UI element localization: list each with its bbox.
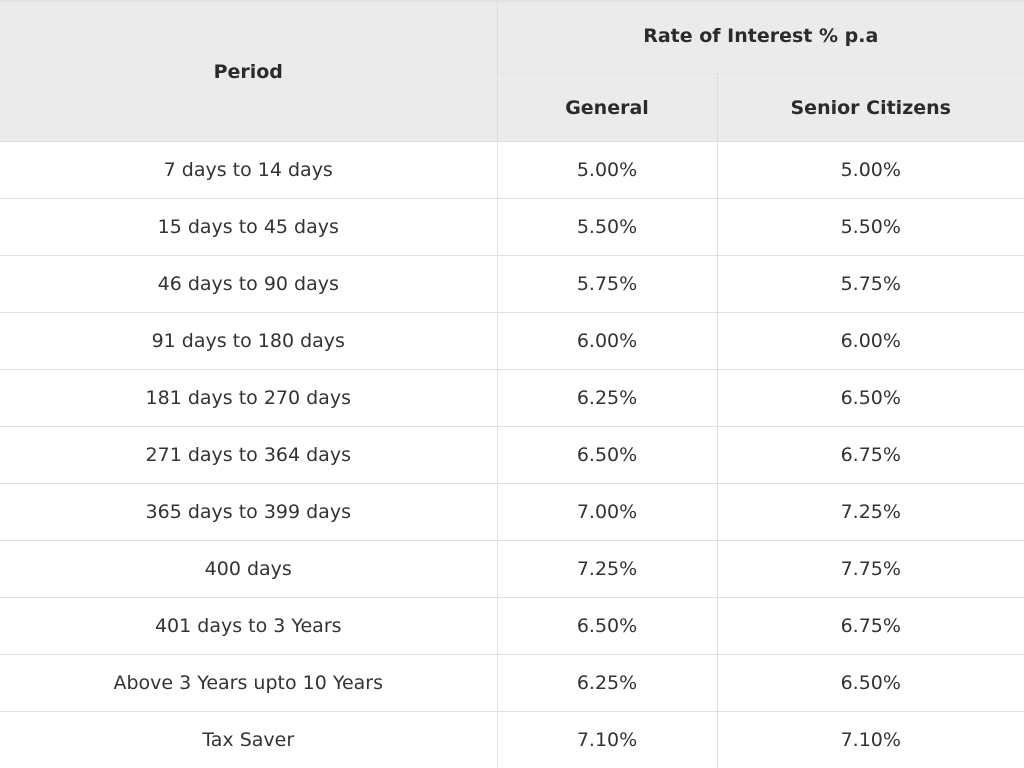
table-row: Tax Saver 7.10% 7.10%	[0, 711, 1024, 768]
senior-rate-cell: 6.75%	[717, 426, 1024, 484]
period-cell: Above 3 Years upto 10 Years	[0, 654, 498, 712]
top-border	[0, 0, 1024, 2]
table-row: 46 days to 90 days 5.75% 5.75%	[0, 255, 1024, 313]
table-row: Above 3 Years upto 10 Years 6.25% 6.50%	[0, 654, 1024, 712]
senior-rate-cell: 6.50%	[717, 654, 1024, 712]
senior-rate-cell: 7.10%	[717, 711, 1024, 768]
header-row-top: Period Rate of Interest % p.a	[0, 2, 1024, 142]
senior-rate-cell: 6.75%	[717, 597, 1024, 655]
table-row: 91 days to 180 days 6.00% 6.00%	[0, 312, 1024, 370]
table-row: 7 days to 14 days 5.00% 5.00%	[0, 141, 1024, 199]
general-rate-cell: 6.00%	[497, 312, 718, 370]
period-cell: 181 days to 270 days	[0, 369, 498, 427]
rate-of-interest-header: Rate of Interest % p.a	[497, 2, 1024, 74]
senior-citizens-column-header: Senior Citizens	[717, 73, 1024, 142]
period-cell: 91 days to 180 days	[0, 312, 498, 370]
general-column-header: General	[497, 73, 718, 142]
table-row: 400 days 7.25% 7.75%	[0, 540, 1024, 598]
general-rate-cell: 7.25%	[497, 540, 718, 598]
general-rate-cell: 7.00%	[497, 483, 718, 541]
senior-rate-cell: 5.00%	[717, 141, 1024, 199]
general-rate-cell: 7.10%	[497, 711, 718, 768]
senior-rate-cell: 5.75%	[717, 255, 1024, 313]
general-rate-cell: 6.25%	[497, 654, 718, 712]
table-body: 7 days to 14 days 5.00% 5.00% 15 days to 45…	[0, 141, 1024, 768]
period-cell: 7 days to 14 days	[0, 141, 498, 199]
general-rate-cell: 5.00%	[497, 141, 718, 199]
rate-of-interest-label: Rate of Interest % p.a	[643, 24, 879, 47]
table-row: 181 days to 270 days 6.25% 6.50%	[0, 369, 1024, 427]
senior-rate-cell: 7.75%	[717, 540, 1024, 598]
period-cell: 400 days	[0, 540, 498, 598]
table-row: 365 days to 399 days 7.00% 7.25%	[0, 483, 1024, 541]
table-header: Period Rate of Interest % p.a General Se…	[0, 2, 1024, 142]
table-row: 271 days to 364 days 6.50% 6.75%	[0, 426, 1024, 484]
period-cell: Tax Saver	[0, 711, 498, 768]
period-cell: 46 days to 90 days	[0, 255, 498, 313]
table-row: 15 days to 45 days 5.50% 5.50%	[0, 198, 1024, 256]
period-cell: 401 days to 3 Years	[0, 597, 498, 655]
period-cell: 15 days to 45 days	[0, 198, 498, 256]
period-column-header: Period	[0, 2, 498, 142]
general-rate-cell: 5.75%	[497, 255, 718, 313]
general-rate-cell: 6.25%	[497, 369, 718, 427]
header-row-sub: General Senior Citizens	[0, 73, 1024, 142]
senior-rate-cell: 5.50%	[717, 198, 1024, 256]
period-cell: 365 days to 399 days	[0, 483, 498, 541]
senior-rate-cell: 6.00%	[717, 312, 1024, 370]
senior-rate-cell: 6.50%	[717, 369, 1024, 427]
period-cell: 271 days to 364 days	[0, 426, 498, 484]
senior-rate-cell: 7.25%	[717, 483, 1024, 541]
general-rate-cell: 6.50%	[497, 426, 718, 484]
general-rate-cell: 5.50%	[497, 198, 718, 256]
general-rate-cell: 6.50%	[497, 597, 718, 655]
table-row: 401 days to 3 Years 6.50% 6.75%	[0, 597, 1024, 655]
